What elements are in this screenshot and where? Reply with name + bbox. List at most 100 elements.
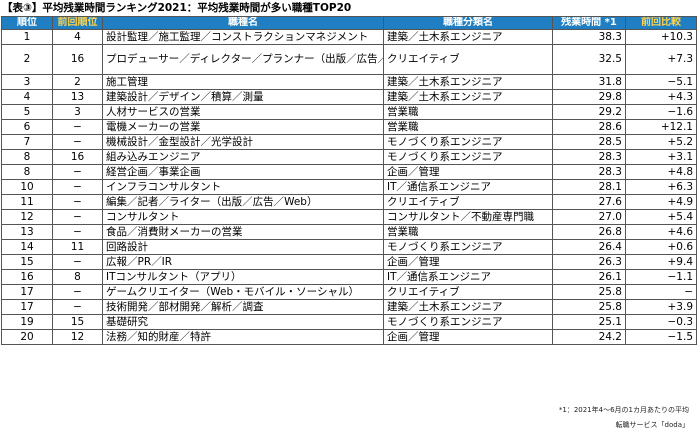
table-row: 6− 電機メーカーの営業 営業職 28.6 +12.1 (1, 119, 697, 135)
table-row: 14 11 回路設計 モノづくり系エンジニア 26.4 +0.6 (1, 239, 697, 255)
cell-prev-rank: − (52, 209, 103, 225)
cell-job: 回路設計 (102, 239, 384, 255)
cell-diff: −0.3 (625, 314, 697, 330)
cell-job: プロデューサー／ディレクター／プランナー（出版／広告／Web／映像関連） (102, 44, 384, 75)
cell-diff: +5.2 (625, 134, 697, 150)
cell-job: 電機メーカーの営業 (102, 119, 384, 135)
cell-rank: 5 (1, 104, 53, 120)
cell-hours: 25.8 (552, 284, 626, 300)
cell-category: IT／通信系エンジニア (383, 269, 553, 285)
table-row: 16 8 ITコンサルタント（アプリ） IT／通信系エンジニア 26.1 −1.1 (1, 269, 697, 285)
cell-hours: 28.3 (552, 149, 626, 165)
cell-rank: 6 (1, 119, 53, 135)
cell-job: 技術開発／部材開発／解析／調査 (102, 299, 384, 315)
table-row: 216プロデューサー／ディレクター／プランナー（出版／広告／Web／映像関連）ク… (1, 44, 697, 75)
table-row: 15− 広報／PR／IR 企画／管理 26.3 +9.4 (1, 254, 697, 270)
cell-category: モノづくり系エンジニア (383, 134, 553, 150)
cell-hours: 31.8 (552, 74, 626, 90)
cell-rank: 19 (1, 314, 53, 330)
footnote-source: 転職サービス「doda」 (615, 421, 689, 429)
table-title: 【表③】平均残業時間ランキング2021：平均残業時間が多い職種TOP20 (2, 2, 352, 14)
cell-diff: +7.3 (625, 44, 697, 75)
cell-prev-rank: 4 (52, 29, 103, 45)
cell-diff: +3.9 (625, 299, 697, 315)
cell-category: 営業職 (383, 104, 553, 120)
cell-category: モノづくり系エンジニア (383, 314, 553, 330)
cell-category: クリエイティブ (383, 44, 553, 75)
table-row: 17− ゲームクリエイター（Web・モバイル・ソーシャル） クリエイティブ 25.8− (1, 284, 697, 300)
cell-rank: 3 (1, 74, 53, 90)
cell-rank: 17 (1, 299, 53, 315)
cell-hours: 28.3 (552, 164, 626, 180)
cell-category: モノづくり系エンジニア (383, 149, 553, 165)
cell-category: コンサルタント／不動産専門職 (383, 209, 553, 225)
cell-hours: 26.4 (552, 239, 626, 255)
header-hours: 残業時間 *1 (552, 16, 626, 30)
cell-job: 基礎研究 (102, 314, 384, 330)
cell-prev-rank: − (52, 179, 103, 195)
cell-category: 企画／管理 (383, 254, 553, 270)
cell-diff: +4.9 (625, 194, 697, 210)
cell-hours: 29.8 (552, 89, 626, 105)
cell-prev-rank: 8 (52, 269, 103, 285)
cell-job: 人材サービスの営業 (102, 104, 384, 120)
cell-diff: − (625, 284, 697, 300)
cell-hours: 26.3 (552, 254, 626, 270)
cell-job: 法務／知的財産／特許 (102, 329, 384, 345)
cell-hours: 28.5 (552, 134, 626, 150)
cell-diff: +12.1 (625, 119, 697, 135)
cell-hours: 24.2 (552, 329, 626, 345)
table-row: 20 12 法務／知的財産／特許 企画／管理 24.2 −1.5 (1, 329, 697, 345)
table-row: 7− 機械設計／金型設計／光学設計 モノづくり系エンジニア 28.5 +5.2 (1, 134, 697, 150)
header-diff: 前回比較 (625, 16, 697, 30)
cell-job: ゲームクリエイター（Web・モバイル・ソーシャル） (102, 284, 384, 300)
cell-diff: +4.3 (625, 89, 697, 105)
cell-hours: 28.6 (552, 119, 626, 135)
cell-prev-rank: 11 (52, 239, 103, 255)
cell-hours: 26.1 (552, 269, 626, 285)
cell-rank: 2 (1, 44, 53, 75)
cell-prev-rank: 15 (52, 314, 103, 330)
cell-diff: +4.6 (625, 224, 697, 240)
cell-prev-rank: − (52, 299, 103, 315)
footnote-period: *1：2021年4〜6月の1カ月あたりの平均 (558, 406, 689, 414)
table-row: 11− 編集／記者／ライター（出版／広告／Web） クリエイティブ 27.6 +4.9 (1, 194, 697, 210)
table-row: 12− コンサルタント コンサルタント／不動産専門職 27.0 +5.4 (1, 209, 697, 225)
cell-prev-rank: − (52, 224, 103, 240)
cell-category: 建築／土木系エンジニア (383, 89, 553, 105)
cell-diff: −5.1 (625, 74, 697, 90)
table-row: 5 3 人材サービスの営業 営業職 29.2 −1.6 (1, 104, 697, 120)
cell-category: IT／通信系エンジニア (383, 179, 553, 195)
table-row: 1 4 設計監理／施工監理／コンストラクションマネジメント 建築／土木系エンジニア 38… (1, 29, 697, 45)
cell-diff: +5.4 (625, 209, 697, 225)
cell-rank: 14 (1, 239, 53, 255)
cell-diff: +3.1 (625, 149, 697, 165)
cell-rank: 10 (1, 179, 53, 195)
cell-rank: 15 (1, 254, 53, 270)
table-row: 3 2 施工管理 建築／土木系エンジニア 31.8 −5.1 (1, 74, 697, 90)
cell-rank: 20 (1, 329, 53, 345)
cell-hours: 25.8 (552, 299, 626, 315)
cell-prev-rank: − (52, 134, 103, 150)
table-row: 10− インフラコンサルタント IT／通信系エンジニア 28.1 +6.3 (1, 179, 697, 195)
cell-rank: 1 (1, 29, 53, 45)
cell-diff: +0.6 (625, 239, 697, 255)
cell-job: 経営企画／事業企画 (102, 164, 384, 180)
table-header-row: 順位 前回順位 職種名 職種分類名 残業時間 *1 前回比較 (1, 16, 697, 30)
cell-rank: 8 (1, 149, 53, 165)
cell-rank: 17 (1, 284, 53, 300)
cell-diff: −1.1 (625, 269, 697, 285)
cell-diff: −1.5 (625, 329, 697, 345)
cell-rank: 11 (1, 194, 53, 210)
cell-job: 広報／PR／IR (102, 254, 384, 270)
cell-hours: 28.1 (552, 179, 626, 195)
cell-category: 営業職 (383, 224, 553, 240)
header-rank: 順位 (1, 16, 53, 30)
cell-job: 組み込みエンジニア (102, 149, 384, 165)
cell-job: 設計監理／施工監理／コンストラクションマネジメント (102, 29, 384, 45)
cell-hours: 25.1 (552, 314, 626, 330)
cell-diff: +10.3 (625, 29, 697, 45)
table-row: 8− 経営企画／事業企画 企画／管理 28.3 +4.8 (1, 164, 697, 180)
cell-rank: 13 (1, 224, 53, 240)
cell-prev-rank: − (52, 254, 103, 270)
